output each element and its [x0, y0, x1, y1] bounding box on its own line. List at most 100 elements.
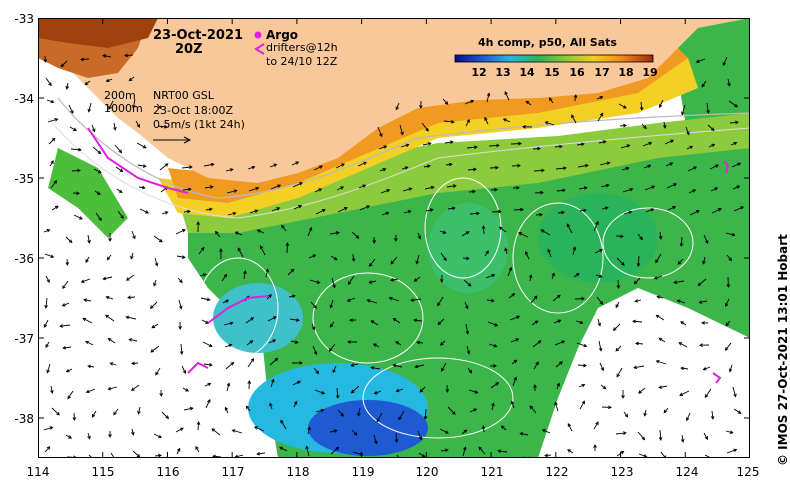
current-arrow — [704, 388, 712, 398]
current-arrowhead — [500, 425, 505, 430]
current-arrowhead — [106, 256, 111, 261]
current-arrow — [126, 316, 137, 320]
current-arrow — [638, 387, 646, 394]
current-arrowhead — [672, 206, 677, 210]
current-arrowhead — [598, 347, 603, 352]
current-arrow — [86, 388, 96, 393]
lat-tick: -34 — [14, 92, 34, 106]
sst-green-eddy — [538, 193, 658, 283]
current-arrow — [658, 337, 666, 343]
current-arrow — [103, 276, 113, 280]
current-arrow — [594, 249, 603, 254]
current-arrowhead — [598, 274, 603, 278]
current-arrowhead — [525, 100, 530, 105]
current-arrowhead — [705, 240, 709, 245]
current-arrow — [665, 162, 673, 167]
current-arrowhead — [516, 185, 520, 190]
current-arrow — [68, 104, 74, 114]
current-arrowhead — [616, 285, 621, 289]
current-arrow — [47, 118, 58, 123]
current-arrowhead — [105, 78, 110, 83]
current-arrowhead — [105, 314, 109, 319]
current-arrowhead — [128, 77, 133, 82]
current-arrow — [157, 125, 167, 128]
current-arrow — [44, 446, 51, 453]
current-arrowhead — [413, 278, 418, 282]
current-arrowhead — [451, 411, 456, 415]
current-arrow — [85, 256, 90, 263]
current-arrowhead — [689, 145, 694, 150]
current-arrowhead — [681, 111, 685, 116]
bathymetry-200m — [57, 97, 750, 199]
current-arrowhead — [734, 103, 738, 108]
current-arrow — [293, 401, 298, 408]
current-arrowhead — [232, 211, 237, 216]
current-arrowhead — [392, 317, 397, 322]
current-arrow — [689, 210, 700, 216]
current-arrow — [645, 208, 654, 213]
current-arrow — [599, 162, 610, 166]
current-arrow — [43, 319, 49, 328]
current-arrow — [681, 367, 689, 370]
current-arrow — [108, 386, 118, 390]
current-arrowhead — [706, 109, 710, 114]
current-source-label: NRT00 GSL — [153, 89, 214, 102]
current-arrow — [306, 446, 310, 457]
current-arrow — [677, 258, 684, 265]
current-arrow — [659, 99, 664, 108]
current-arrow — [532, 340, 542, 348]
current-arrow — [490, 382, 499, 389]
current-arrow — [507, 267, 512, 277]
current-arrowhead — [639, 236, 643, 241]
current-arrowhead — [388, 296, 393, 301]
current-arrowhead — [615, 304, 619, 309]
current-arrow — [571, 114, 577, 124]
current-arrowhead — [580, 142, 585, 147]
current-arrowhead — [522, 125, 526, 129]
current-arrowhead — [544, 121, 549, 125]
current-arrow — [467, 367, 472, 374]
current-arrowhead — [182, 370, 187, 375]
current-arrowhead — [211, 428, 216, 432]
argo-legend-label: Argo — [266, 28, 299, 42]
current-arrowhead — [206, 297, 211, 302]
current-arrow — [525, 251, 530, 260]
current-arrowhead — [415, 260, 420, 265]
current-arrow — [422, 142, 431, 146]
current-arrowhead — [102, 276, 107, 281]
current-arrow — [154, 454, 162, 457]
current-arrow — [153, 279, 157, 286]
current-arrow — [94, 190, 101, 195]
current-arrowhead — [136, 124, 140, 128]
current-arrow — [642, 142, 652, 147]
current-arrow — [468, 190, 476, 193]
current-arrowhead — [407, 209, 412, 214]
current-arrowhead — [496, 143, 500, 148]
current-arrow — [509, 315, 520, 321]
current-arrow — [578, 384, 585, 388]
current-arrow — [329, 430, 337, 433]
current-arrow — [659, 385, 668, 389]
current-arrow — [70, 148, 82, 151]
current-arrow — [469, 212, 480, 215]
current-arrowhead — [85, 259, 89, 264]
current-arrow — [293, 205, 302, 210]
current-arrow — [248, 187, 259, 192]
current-arrowhead — [351, 258, 356, 262]
current-arrowhead — [165, 415, 170, 420]
lon-tick: 121 — [480, 465, 504, 479]
current-arrow — [347, 297, 356, 302]
current-arrowhead — [528, 274, 533, 279]
current-arrow — [202, 341, 213, 347]
current-arrowhead — [188, 187, 192, 192]
current-arrow — [402, 187, 412, 192]
current-arrow — [131, 384, 140, 391]
current-arrow — [634, 277, 641, 285]
current-arrow — [488, 144, 500, 147]
current-arrow — [395, 341, 402, 346]
current-arrowhead — [85, 389, 90, 394]
current-arrowhead — [72, 417, 77, 421]
current-arrowhead — [669, 162, 674, 166]
current-arrowhead — [541, 168, 545, 173]
current-arrowhead — [615, 347, 620, 352]
